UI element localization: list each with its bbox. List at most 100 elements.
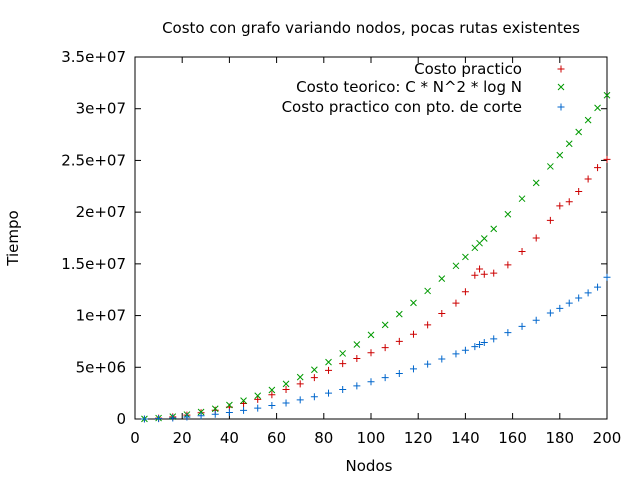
legend: Costo practico Costo teorico: C * N^2 * …: [282, 60, 565, 116]
data-point: [254, 395, 262, 403]
data-point: [480, 270, 488, 278]
data-point: [282, 399, 290, 407]
y-tick-label: 2e+07: [76, 203, 126, 221]
data-point: [424, 360, 432, 368]
data-point: [211, 410, 219, 418]
x-tick-label: 160: [498, 429, 527, 447]
data-point: [565, 140, 573, 148]
data-point: [339, 386, 347, 394]
data-point: [556, 304, 564, 312]
x-tick-labels: 0 20 40 60 80 100 120 140 160 180 200: [130, 429, 621, 447]
data-point: [532, 316, 540, 324]
data-point: [424, 321, 432, 329]
data-point: [325, 358, 332, 366]
data-point: [594, 283, 602, 291]
data-point: [226, 401, 233, 409]
data-point: [556, 151, 564, 159]
data-point: [268, 386, 276, 394]
data-point: [438, 355, 446, 363]
data-point: [296, 380, 304, 388]
data-point: [282, 386, 290, 394]
data-point: [546, 216, 554, 224]
data-point: [240, 397, 247, 404]
data-point: [367, 349, 375, 357]
data-point: [381, 321, 389, 329]
data-point: [367, 378, 375, 386]
data-point: [325, 389, 333, 397]
series-0: [140, 155, 611, 423]
x-tick-label: 140: [451, 429, 480, 447]
data-point: [325, 366, 333, 374]
x-tick-label: 0: [130, 429, 140, 447]
data-point: [452, 262, 460, 270]
data-point: [310, 393, 318, 401]
series-1: [141, 91, 611, 423]
data-point: [353, 341, 361, 348]
data-point: [480, 338, 488, 346]
x-tick-label: 200: [593, 429, 622, 447]
x-tick-label: 20: [173, 429, 192, 447]
y-axis-label: Tiempo: [4, 210, 22, 266]
data-point: [594, 104, 601, 112]
legend-marker: [557, 65, 565, 73]
x-axis-label: Nodos: [346, 457, 393, 475]
data-point: [296, 396, 304, 404]
data-point: [575, 128, 583, 136]
data-point: [409, 330, 417, 338]
data-point: [197, 408, 205, 416]
data-point: [339, 350, 347, 357]
data-point: [471, 271, 479, 279]
data-point: [395, 369, 403, 377]
data-point: [518, 247, 526, 255]
series-2: [140, 273, 611, 423]
legend-marker: [557, 83, 565, 91]
data-point: [490, 335, 498, 343]
legend-marker-costo-teorico: [557, 83, 565, 91]
series-layer: [140, 91, 611, 423]
data-point: [367, 331, 375, 339]
data-point: [575, 187, 583, 195]
data-point: [518, 322, 526, 330]
data-point: [504, 329, 512, 337]
y-tick-label: 3.5e+07: [61, 48, 126, 66]
legend-label-costo-corte: Costo practico con pto. de corte: [282, 98, 522, 116]
data-point: [471, 343, 479, 351]
x-tick-label: 100: [357, 429, 386, 447]
data-point: [490, 269, 498, 277]
x-tick-label: 180: [545, 429, 574, 447]
legend-label-costo-teorico: Costo teorico: C * N^2 * log N: [296, 78, 522, 96]
data-point: [155, 415, 163, 423]
data-point: [353, 354, 361, 362]
data-point: [565, 299, 573, 307]
data-point: [211, 405, 219, 413]
data-point: [584, 175, 592, 183]
chart-title: Costo con grafo variando nodos, pocas ru…: [162, 19, 580, 37]
data-point: [452, 299, 460, 307]
data-point: [339, 360, 347, 368]
legend-label-costo-practico: Costo practico: [414, 60, 522, 78]
data-point: [476, 341, 484, 349]
data-point: [381, 344, 389, 352]
legend-marker-costo-corte: [557, 103, 565, 111]
data-point: [603, 91, 611, 99]
data-point: [504, 210, 512, 218]
x-tick-label: 120: [404, 429, 433, 447]
data-point: [424, 287, 431, 295]
data-point: [603, 155, 611, 163]
y-tick-label: 0: [116, 410, 126, 428]
y-tick-label: 1.5e+07: [61, 255, 126, 273]
data-point: [310, 374, 318, 382]
data-point: [268, 402, 276, 410]
data-point: [490, 225, 498, 233]
data-point: [409, 365, 417, 373]
data-point: [410, 299, 417, 307]
data-point: [140, 415, 148, 423]
data-point: [547, 163, 554, 170]
data-point: [254, 392, 262, 400]
data-point: [169, 414, 177, 422]
data-point: [197, 412, 205, 420]
data-point: [556, 202, 564, 210]
y-tick-labels: 0 5e+06 1e+07 1.5e+07 2e+07 2.5e+07 3e+07 3.5e+…: [61, 48, 126, 428]
data-point: [183, 413, 191, 421]
